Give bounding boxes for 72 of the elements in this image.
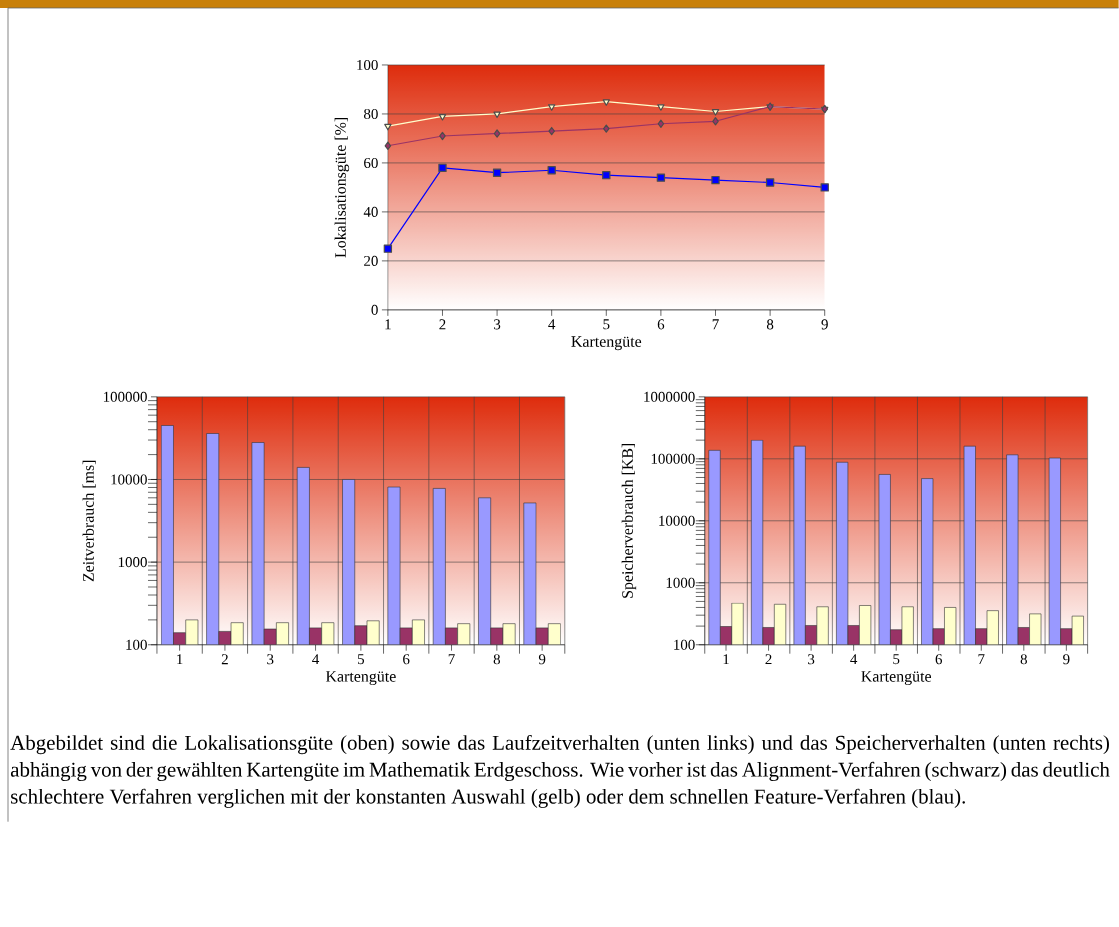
point	[383, 244, 393, 253]
x-tick-label: 4	[312, 654, 320, 665]
y-axis-title: Zeitverbrauch [ms]	[82, 460, 96, 582]
y-tick-label: 40	[363, 207, 378, 218]
x-tick-label: 6	[935, 654, 943, 665]
x-axis-title: Kartengüte	[861, 671, 932, 686]
point	[711, 176, 720, 185]
x-tick-label: 1	[177, 654, 183, 665]
x-tick-label: 7	[448, 654, 455, 665]
x-tick-label: 3	[808, 654, 815, 665]
x-tick-label: 4	[850, 654, 858, 665]
x-tick-label: 8	[493, 654, 500, 665]
y-tick-label: 1000	[118, 557, 147, 568]
x-tick-label: 3	[267, 654, 274, 665]
point	[820, 183, 829, 192]
x-tick-label: 8	[766, 319, 774, 330]
point	[384, 123, 392, 131]
point	[438, 163, 447, 173]
x-tick-label: 3	[494, 319, 501, 330]
y-tick-label: 100	[674, 639, 695, 650]
point	[492, 168, 502, 178]
x-axis-title: Kartengüte	[325, 671, 396, 686]
point	[493, 129, 501, 138]
point	[603, 124, 610, 133]
x-tick-label: 2	[439, 319, 446, 330]
x-tick-label: 1	[385, 319, 391, 330]
point	[547, 166, 556, 175]
point	[712, 117, 719, 126]
x-tick-label: 5	[358, 654, 365, 665]
point	[656, 173, 666, 182]
point	[657, 104, 665, 111]
y-tick-label: 10000	[659, 515, 695, 526]
point	[711, 109, 720, 116]
x-tick-label: 2	[765, 654, 772, 665]
x-tick-label: 5	[603, 319, 610, 330]
point	[548, 127, 555, 136]
y-tick-label: 10000	[111, 474, 147, 485]
y-tick-label: 80	[364, 109, 378, 120]
y-tick-label: 100000	[651, 453, 695, 465]
x-tick-label: 2	[221, 654, 228, 665]
x-tick-label: 1	[723, 654, 729, 665]
x-tick-label: 9	[538, 654, 546, 665]
y-tick-label: 1000000	[644, 391, 695, 403]
x-tick-label: 8	[1020, 654, 1027, 665]
x-tick-label: 7	[712, 319, 719, 330]
x-tick-label: 6	[657, 319, 665, 330]
x-tick-label: 9	[1063, 654, 1070, 665]
point	[547, 104, 556, 111]
y-tick-label: 60	[364, 158, 378, 169]
y-axis-title: Speicherverbrauch [KB]	[621, 444, 637, 598]
x-tick-label: 7	[978, 654, 985, 665]
point	[439, 131, 446, 141]
x-axis-title: Kartengüte	[571, 336, 642, 351]
point	[657, 119, 665, 129]
x-tick-label: 6	[403, 654, 410, 665]
text: Abgebildet sind die Lokalisationsgüte (oben) sowie das Laufzeitverhalten (unten links) und das Speicherverhalten (unten rechts) abhängig von der gewählten Kartengüte im Mathematik Erdgeschoss. Wie vorher ist das Alignment-Verfahren (schwarz) das deutlich schlechtere Verfahren verglichen mit der konstanten Auswahl (gelb) oder dem schnellen Feature-Verfahren (blau).	[10, 735, 1110, 809]
point	[602, 171, 611, 180]
y-tick-label: 20	[364, 256, 378, 267]
y-tick-label: 100000	[103, 391, 147, 403]
y-tick-label: 0	[371, 305, 378, 316]
point	[438, 114, 447, 121]
point	[384, 141, 392, 151]
point	[765, 178, 775, 187]
y-axis-title: Lokalisationsgüte [%]	[334, 118, 350, 258]
point	[602, 99, 610, 107]
point	[493, 111, 501, 119]
x-tick-label: 5	[893, 654, 900, 665]
y-tick-label: 100	[126, 639, 147, 650]
y-tick-label: 1000	[666, 577, 695, 588]
x-tick-label: 4	[548, 319, 556, 330]
x-tick-label: 9	[821, 319, 828, 330]
y-tick-label: 100	[357, 60, 378, 71]
